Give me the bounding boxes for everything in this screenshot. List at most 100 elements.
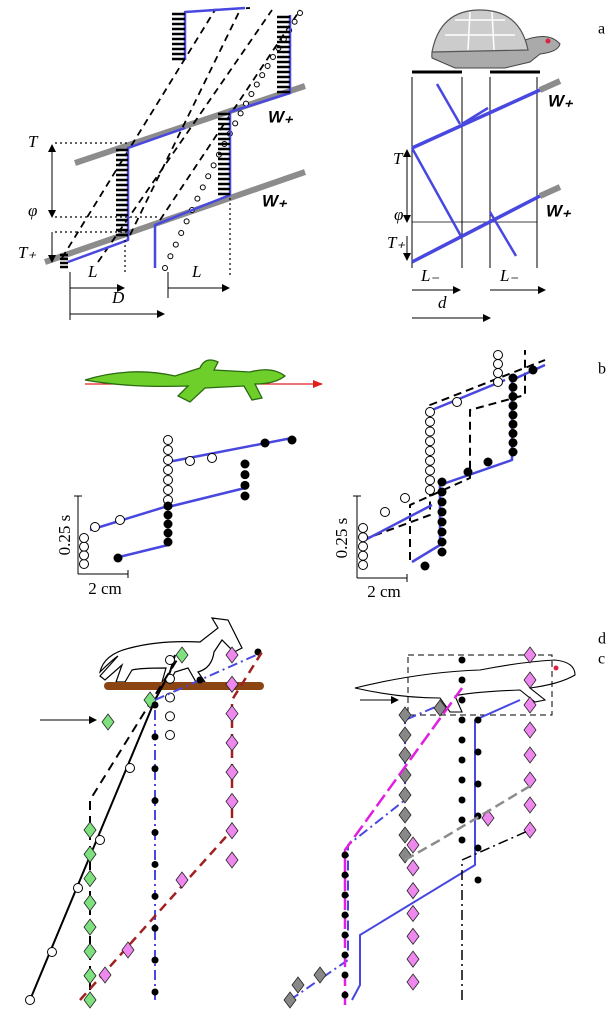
open-dot — [163, 475, 173, 485]
small-dot — [458, 816, 466, 824]
gray-track — [538, 184, 562, 199]
diamond — [523, 721, 537, 739]
filled-dot — [420, 561, 430, 571]
dashed-box — [407, 654, 553, 716]
diamond — [175, 646, 189, 664]
label: W₊ — [548, 91, 574, 110]
open-dot — [163, 465, 173, 475]
open-dot — [493, 377, 503, 387]
filled-dot — [437, 497, 447, 507]
filled-dot — [463, 467, 473, 477]
diamond — [398, 826, 412, 844]
diamond — [225, 851, 239, 869]
path-line — [364, 503, 433, 542]
small-dot — [341, 911, 349, 919]
blue-track — [411, 88, 541, 150]
open-dot — [163, 445, 173, 455]
diamond — [523, 746, 537, 764]
small-dot — [458, 656, 466, 664]
diamond — [398, 806, 412, 824]
diamond — [121, 941, 135, 959]
small-dot — [151, 892, 159, 900]
small-dot — [458, 676, 466, 684]
small-dot — [151, 860, 159, 868]
open-dot — [232, 120, 239, 127]
label: c — [598, 651, 605, 668]
diamond — [406, 859, 420, 877]
filled-dot — [163, 528, 173, 538]
open-dot — [178, 229, 185, 236]
small-dot — [151, 956, 159, 964]
open-dot — [259, 72, 266, 79]
diamond — [406, 904, 420, 923]
filled-dot — [163, 501, 173, 511]
gray-track — [74, 83, 306, 166]
filled-dot — [163, 510, 173, 520]
diamond — [398, 746, 412, 764]
open-dot — [493, 368, 503, 378]
diamond — [83, 845, 97, 863]
open-dot — [297, 10, 303, 16]
diamond — [225, 646, 239, 664]
filled-dot — [437, 527, 447, 537]
label: W₊ — [268, 107, 294, 126]
open-dot — [79, 550, 89, 561]
small-dot — [474, 716, 482, 724]
label: b — [598, 361, 606, 378]
open-dot — [205, 173, 212, 180]
open-dot — [165, 711, 175, 722]
open-dot — [79, 533, 89, 543]
filled-dot — [508, 382, 518, 392]
open-dot — [163, 435, 173, 445]
dashed-line — [129, 9, 241, 236]
filled-dot — [508, 429, 518, 438]
label: D — [111, 288, 125, 307]
open-dot — [210, 162, 217, 169]
small-dot — [458, 736, 466, 744]
label: L₋ — [420, 266, 439, 285]
label: L₋ — [499, 266, 518, 285]
open-dot — [493, 359, 503, 369]
filled-dot — [508, 419, 518, 429]
diamond — [523, 671, 537, 689]
path-line — [183, 6, 246, 60]
diamond — [406, 882, 420, 900]
open-dot — [291, 18, 298, 25]
path-line — [167, 486, 246, 509]
label: T — [28, 132, 39, 151]
small-dot — [474, 876, 482, 884]
filled-dot — [437, 477, 447, 487]
open-dot — [165, 655, 175, 665]
path-line — [411, 363, 546, 564]
open-dot — [115, 515, 125, 525]
lizard-outline — [354, 659, 576, 713]
small-dot — [341, 971, 349, 979]
open-dot — [167, 253, 174, 260]
diamond — [83, 821, 97, 839]
small-dot — [341, 891, 349, 899]
open-dot — [95, 835, 105, 845]
diamond — [83, 942, 97, 961]
path-line — [89, 504, 169, 532]
filled-dot — [508, 410, 518, 420]
path-line — [409, 350, 526, 560]
open-dot — [452, 397, 462, 407]
label: 2 cm — [367, 582, 401, 601]
diamond — [225, 792, 239, 811]
small-dot — [474, 844, 482, 852]
open-dot — [264, 62, 271, 69]
diamond — [225, 704, 239, 723]
open-dot — [425, 407, 435, 417]
small-dot — [474, 748, 482, 756]
small-dot — [458, 796, 466, 804]
small-dot — [474, 780, 482, 788]
lizard — [84, 359, 287, 403]
filled-dot — [163, 537, 173, 547]
label: d — [438, 293, 447, 312]
label: 0.25 s — [55, 515, 74, 556]
small-dot — [151, 733, 159, 741]
open-dot — [425, 416, 435, 427]
diamond — [398, 786, 412, 804]
filled-dot — [163, 519, 173, 529]
diamond — [83, 967, 97, 985]
